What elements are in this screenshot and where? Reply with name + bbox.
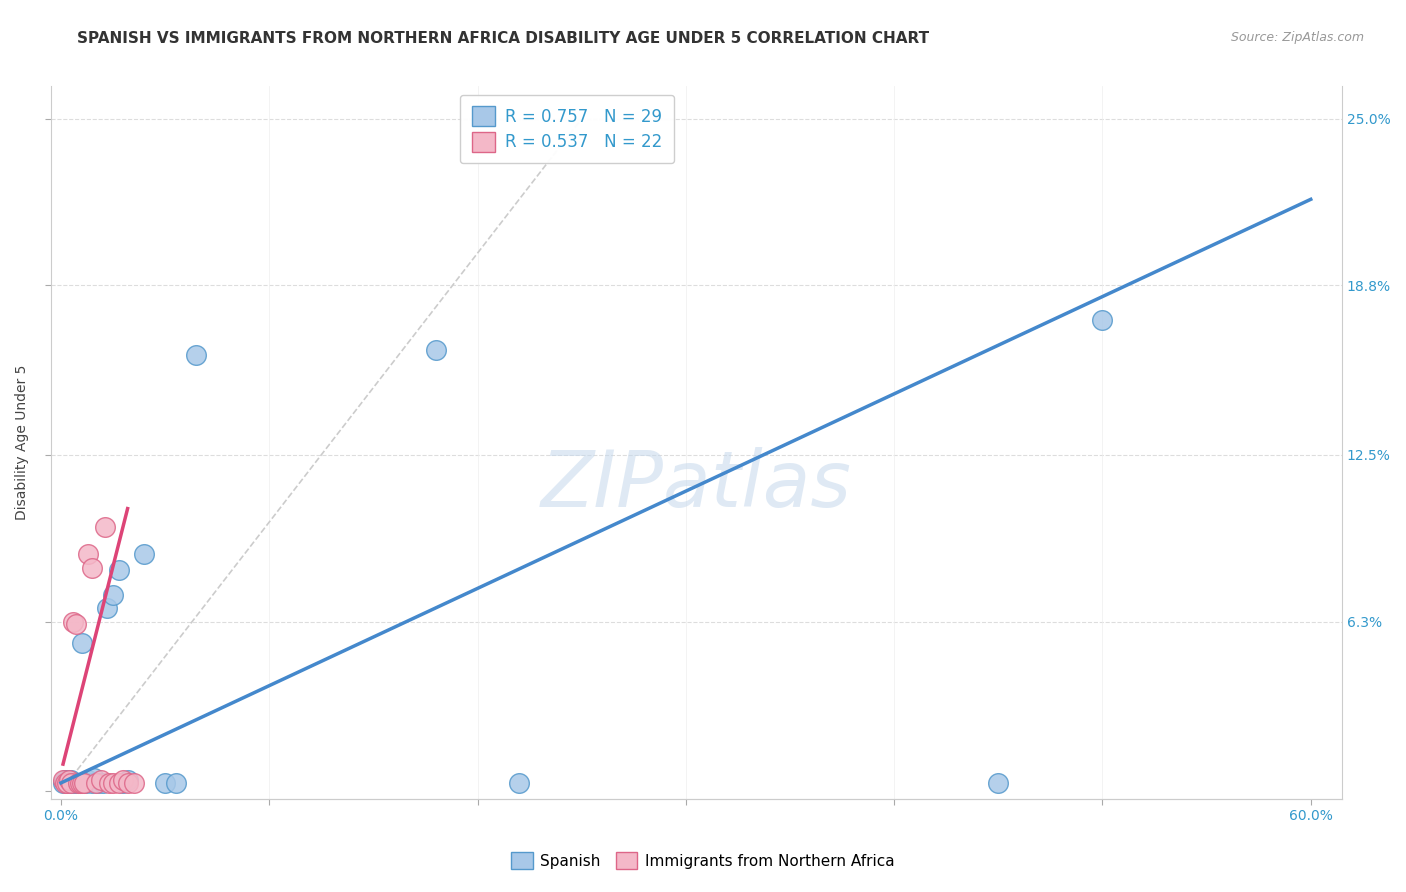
Point [62,776,84,790]
Point [87,776,110,790]
Point [58,776,80,790]
Point [75,776,97,790]
Point [93,520,115,534]
Point [82,561,104,575]
Point [97,776,120,790]
Point [77,547,100,561]
Point [66,776,89,790]
Point [56,776,79,790]
Point [52,773,75,788]
Point [73,776,96,790]
Point [69,776,91,790]
Point [53,773,76,788]
Point [101,588,124,602]
Point [83,771,105,785]
Point [987,776,1010,790]
Point [70,636,93,650]
Point [69,776,91,790]
Point [62,615,84,629]
Point [112,776,135,790]
Point [122,776,145,790]
Point [82,776,104,790]
Point [52,776,75,790]
Point [60,776,83,790]
Point [101,776,124,790]
Point [508,776,530,790]
Point [86,776,108,790]
Point [91,776,114,790]
Point [70,776,93,790]
Point [77,773,100,788]
Point [1091,313,1114,327]
Y-axis label: Disability Age Under 5: Disability Age Under 5 [15,365,30,520]
Text: ZIPatlas: ZIPatlas [541,448,852,524]
Point [58,773,80,788]
Point [96,601,118,615]
Point [89,773,111,788]
Legend: R = 0.757   N = 29, R = 0.537   N = 22: R = 0.757 N = 29, R = 0.537 N = 22 [460,95,673,163]
Point [153,776,176,790]
Text: Source: ZipAtlas.com: Source: ZipAtlas.com [1230,31,1364,45]
Point [108,776,131,790]
Point [117,773,139,788]
Point [134,547,156,561]
Text: SPANISH VS IMMIGRANTS FROM NORTHERN AFRICA DISABILITY AGE UNDER 5 CORRELATION CH: SPANISH VS IMMIGRANTS FROM NORTHERN AFRI… [77,31,929,46]
Point [186,348,208,362]
Legend: Spanish, Immigrants from Northern Africa: Spanish, Immigrants from Northern Africa [505,846,901,875]
Point [117,776,139,790]
Point [108,564,131,578]
Point [65,776,87,790]
Point [165,776,187,790]
Point [425,343,447,357]
Point [53,776,76,790]
Point [112,773,135,788]
Point [56,773,79,788]
Point [66,776,89,790]
Point [65,617,87,632]
Point [60,773,83,788]
